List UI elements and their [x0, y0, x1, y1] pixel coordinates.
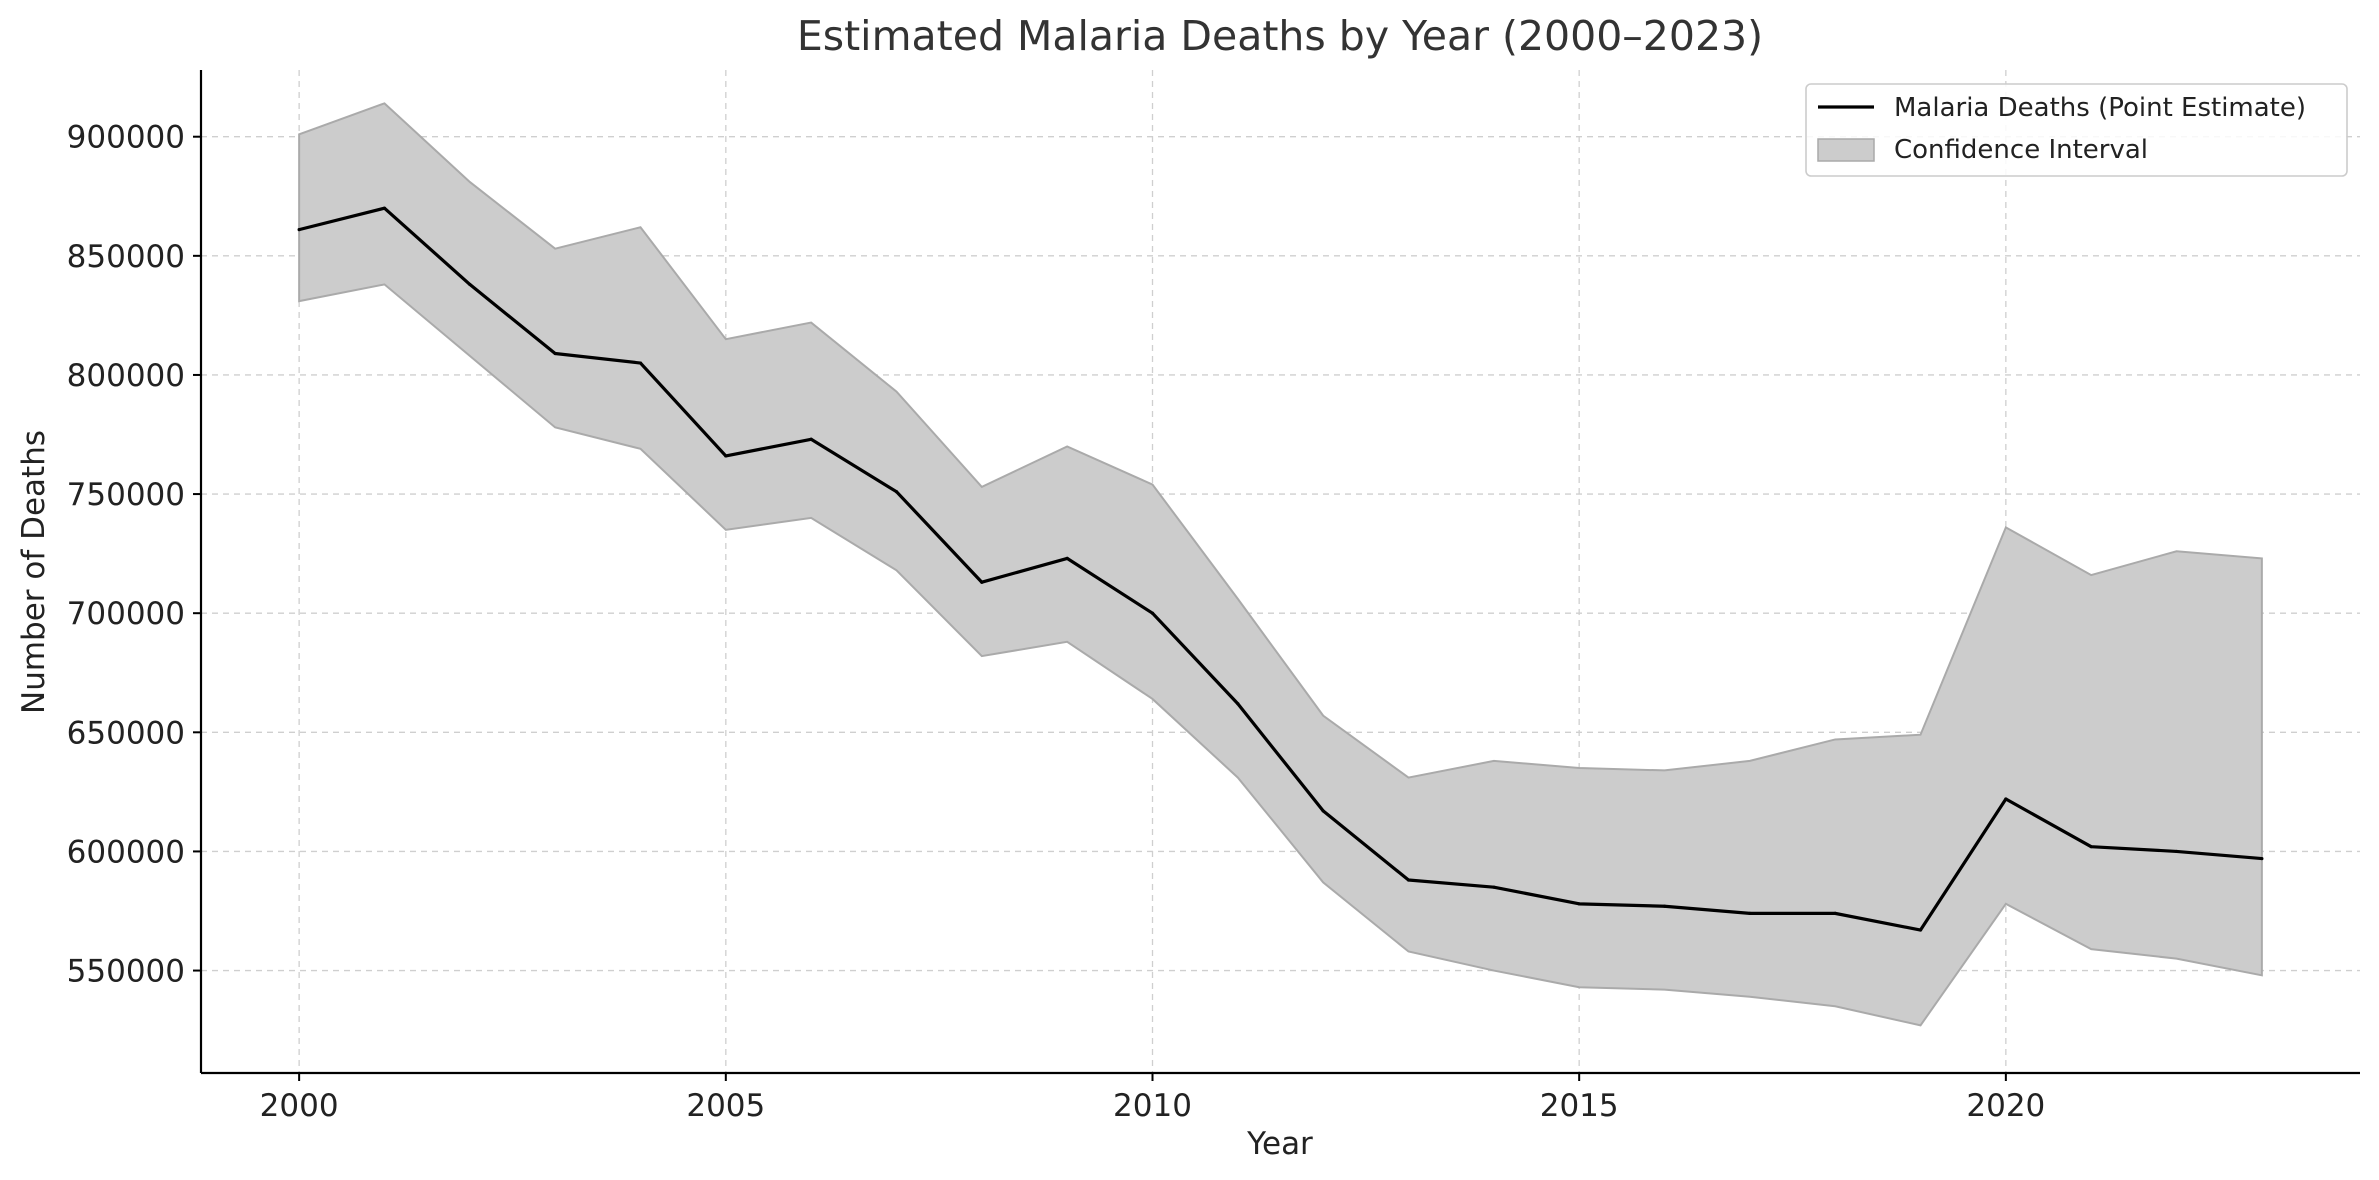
data-point: [1065, 556, 1069, 560]
axes: [199, 70, 2360, 1075]
data-point: [1662, 904, 1667, 908]
y-tick-label: 900000: [67, 120, 185, 156]
data-point: [2260, 856, 2264, 861]
y-tick-label: 550000: [67, 954, 185, 990]
y-axis-ticks: 550000 600000 650000 700000 750000 800000 8500…: [67, 120, 201, 990]
data-point: [1150, 611, 1155, 615]
data-point: [1492, 885, 1496, 889]
data-point: [1833, 911, 1837, 915]
data-point: [2004, 797, 2008, 801]
data-point: [1577, 902, 1581, 906]
data-point: [1748, 911, 1752, 915]
data-point: [2174, 849, 2179, 854]
data-point: [638, 361, 643, 365]
data-point: [382, 206, 387, 210]
legend-label-confidence-interval: Confidence Interval: [1894, 135, 2148, 165]
data-point: [894, 490, 899, 494]
x-tick-label: 2015: [1540, 1088, 1619, 1124]
y-tick-label: 650000: [67, 715, 185, 751]
y-tick-label: 800000: [67, 358, 185, 394]
data-point: [1406, 878, 1411, 882]
y-tick-label: 850000: [67, 239, 185, 275]
data-point: [468, 282, 472, 287]
y-tick-label: 700000: [67, 596, 185, 632]
data-point: [1321, 809, 1325, 813]
legend-band-swatch: [1817, 138, 1875, 162]
x-axis-ticks: 2000 2005 2010 2015 2020: [260, 1073, 2045, 1124]
x-axis-label: Year: [1246, 1126, 1313, 1162]
legend-label-point-estimate: Malaria Deaths (Point Estimate): [1894, 93, 2306, 123]
chart-title: Estimated Malaria Deaths by Year (2000–2…: [797, 12, 1763, 60]
data-point: [553, 351, 557, 356]
x-tick-label: 2000: [260, 1088, 339, 1124]
x-tick-label: 2020: [1966, 1088, 2045, 1124]
point-estimate-line: [298, 206, 2262, 932]
legend: Malaria Deaths (Point Estimate) Confidenc…: [1805, 83, 2348, 177]
data-point: [724, 454, 728, 458]
data-point: [1236, 702, 1240, 706]
y-tick-label: 750000: [67, 477, 185, 513]
data-point: [1918, 928, 1923, 932]
x-tick-label: 2010: [1113, 1088, 1192, 1124]
legend-frame: [1805, 83, 2348, 177]
data-point: [980, 580, 984, 584]
confidence-interval-band: [298, 102, 2263, 1027]
data-point: [297, 228, 301, 232]
y-tick-label: 600000: [67, 834, 185, 870]
data-point: [2089, 845, 2093, 849]
y-axis-label: Number of Deaths: [16, 430, 52, 714]
data-point: [809, 437, 813, 441]
confidence-band-layer: [298, 102, 2263, 1027]
point-estimate-line-layer: [297, 206, 2264, 932]
x-tick-label: 2005: [686, 1088, 765, 1124]
